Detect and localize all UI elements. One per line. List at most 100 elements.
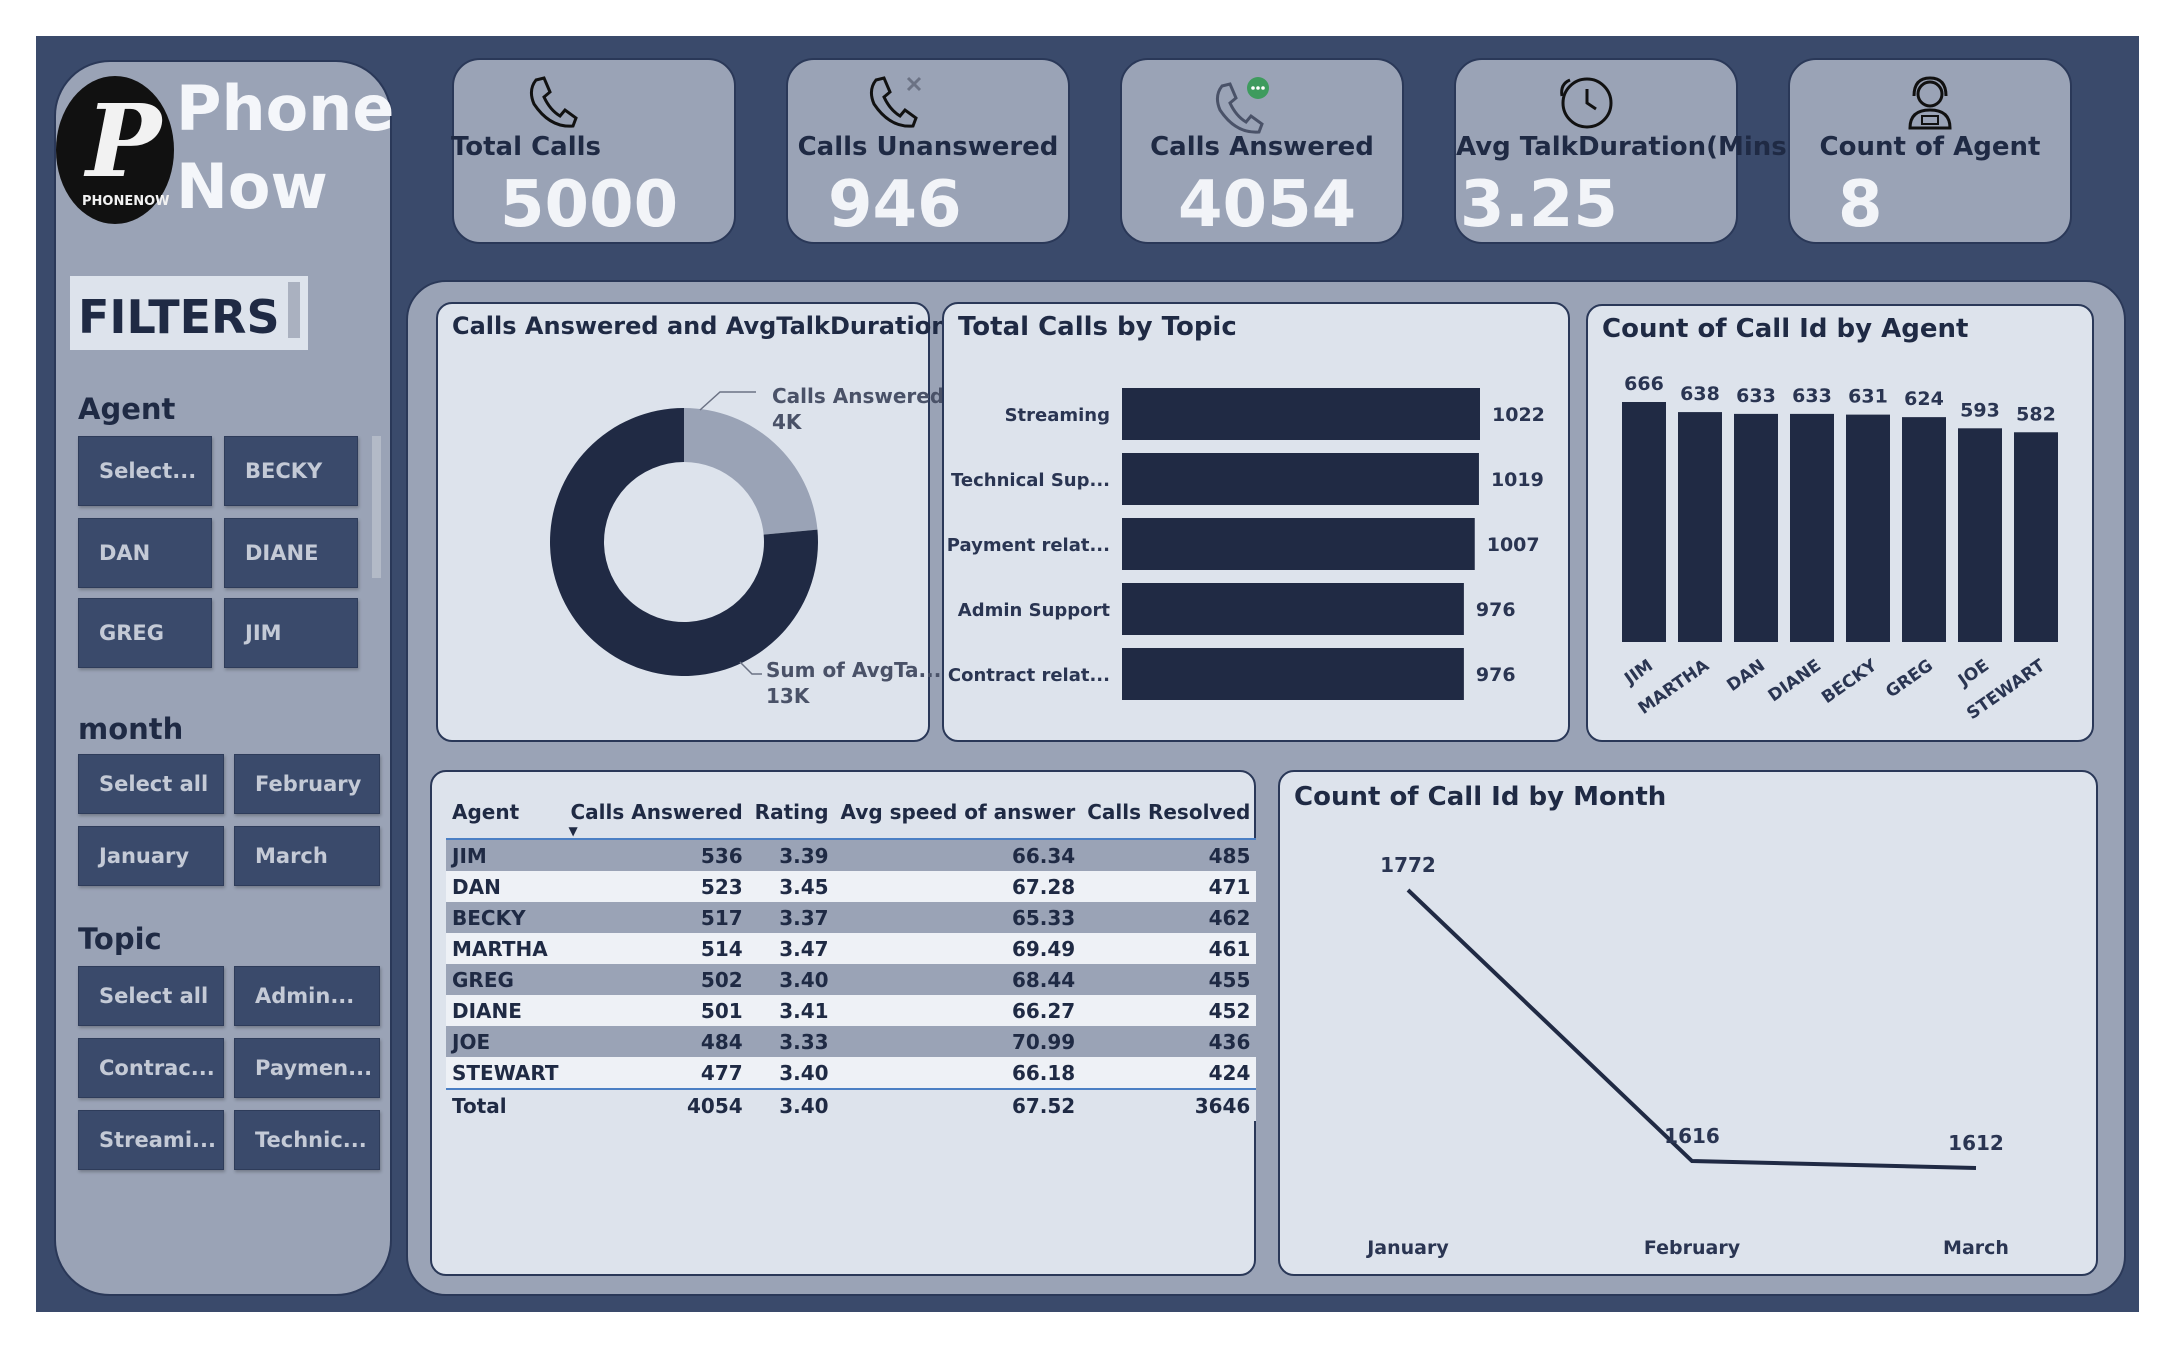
cell-agent: JOE bbox=[446, 1026, 565, 1057]
agent-option-becky[interactable]: BECKY bbox=[224, 436, 358, 506]
cell-agent: STEWART bbox=[446, 1057, 565, 1089]
cell-total-rating: 3.40 bbox=[748, 1088, 835, 1121]
topic-chart-panel[interactable]: Total Calls by Topic Streaming 1022 Techni… bbox=[942, 302, 1570, 742]
logo-letter: P bbox=[86, 82, 162, 200]
agent-bar bbox=[1790, 413, 1834, 642]
cell-rating: 3.33 bbox=[748, 1026, 835, 1057]
cell-calls-answered: 517 bbox=[564, 902, 749, 933]
month-category-label: January bbox=[1365, 1237, 1449, 1259]
agent-option-diane[interactable]: DIANE bbox=[224, 518, 358, 588]
cell-calls-answered: 502 bbox=[564, 964, 749, 995]
agent-category-label: JOE bbox=[1954, 656, 1993, 692]
table-row[interactable]: MARTHA 514 3.47 69.49 461 bbox=[446, 933, 1257, 964]
table-row[interactable]: BECKY 517 3.37 65.33 462 bbox=[446, 902, 1257, 933]
sort-descending-icon[interactable]: ▼ bbox=[568, 824, 578, 838]
month-data-label: 1616 bbox=[1664, 1124, 1720, 1148]
col-header-rating[interactable]: Rating bbox=[754, 800, 829, 824]
agent-category-label: DAN bbox=[1723, 656, 1768, 696]
cell-total-calls-resolved: 3646 bbox=[1081, 1088, 1257, 1121]
topic-option-technical[interactable]: Technic... bbox=[234, 1110, 380, 1170]
agent-data-label: 631 bbox=[1848, 386, 1888, 408]
table-row[interactable]: STEWART 477 3.40 66.18 424 bbox=[446, 1057, 1257, 1089]
agent-bar bbox=[2014, 432, 2058, 642]
topic-option-contract[interactable]: Contrac... bbox=[78, 1038, 224, 1098]
brand-line2: Now bbox=[176, 150, 328, 223]
kpi-title: Calls Unanswered bbox=[797, 132, 1059, 162]
agent-option-greg[interactable]: GREG bbox=[78, 598, 212, 668]
table-row[interactable]: DAN 523 3.45 67.28 471 bbox=[446, 871, 1257, 902]
table-row[interactable]: JOE 484 3.33 70.99 436 bbox=[446, 1026, 1257, 1057]
agent-category-label: GREG bbox=[1882, 656, 1937, 703]
agent-category-label: DIANE bbox=[1765, 656, 1825, 706]
col-header-agent[interactable]: Agent bbox=[452, 800, 520, 824]
agent-data-label: 638 bbox=[1680, 383, 1720, 405]
agent-bar bbox=[1958, 428, 2002, 642]
agent-option-dan[interactable]: DAN bbox=[78, 518, 212, 588]
logo-small-text: PHONENOW bbox=[82, 194, 170, 209]
cell-rating: 3.41 bbox=[748, 995, 835, 1026]
kpi-count-of-agent: Count of Agent 8 bbox=[1788, 58, 2072, 244]
cell-calls-resolved: 485 bbox=[1081, 838, 1257, 871]
agent-table-panel[interactable]: Agent Calls Answered ▼ Rating Avg speed o… bbox=[430, 770, 1257, 1276]
month-option-january[interactable]: January bbox=[78, 826, 224, 886]
agent-filter-scrollbar[interactable] bbox=[372, 436, 381, 578]
topic-option-select-all[interactable]: Select all bbox=[78, 966, 224, 1026]
kpi-value: 8 bbox=[1838, 168, 1883, 242]
agent-bar bbox=[1734, 413, 1778, 642]
donut-label-b-value: 13K bbox=[766, 684, 810, 708]
agent-bar bbox=[1846, 414, 1890, 642]
agent-option-select[interactable]: Select... bbox=[78, 436, 212, 506]
agent-table: Agent Calls Answered ▼ Rating Avg speed o… bbox=[446, 786, 1257, 1121]
topic-bar bbox=[1122, 583, 1464, 635]
cell-rating: 3.45 bbox=[748, 871, 835, 902]
donut-leader-line bbox=[739, 661, 762, 675]
kpi-value: 4054 bbox=[1178, 168, 1357, 242]
agent-bar bbox=[1678, 412, 1722, 642]
topic-filter-label: Topic bbox=[78, 922, 162, 956]
brand-logo: P PHONENOW bbox=[56, 76, 174, 224]
topic-data-label: 976 bbox=[1476, 664, 1516, 686]
donut-slice bbox=[550, 408, 818, 676]
table-row[interactable]: GREG 502 3.40 68.44 455 bbox=[446, 964, 1257, 995]
donut-slice bbox=[684, 408, 818, 535]
table-row[interactable]: JIM 536 3.39 66.34 485 bbox=[446, 838, 1257, 871]
col-header-calls-resolved[interactable]: Calls Resolved bbox=[1087, 800, 1251, 824]
topic-data-label: 976 bbox=[1476, 599, 1516, 621]
cell-calls-resolved: 436 bbox=[1081, 1026, 1257, 1057]
agent-option-jim[interactable]: JIM bbox=[224, 598, 358, 668]
cell-avg-speed: 65.33 bbox=[834, 902, 1082, 933]
agent-chart-panel[interactable]: Count of Call Id by Agent 666 JIM 638 MARTH… bbox=[1586, 304, 2094, 742]
month-option-select-all[interactable]: Select all bbox=[78, 754, 224, 814]
month-chart-panel[interactable]: Count of Call Id by Month 1772 January 161… bbox=[1278, 770, 2098, 1276]
cell-avg-speed: 68.44 bbox=[834, 964, 1082, 995]
phone-icon bbox=[529, 76, 578, 128]
cell-rating: 3.40 bbox=[748, 964, 835, 995]
col-header-calls-answered[interactable]: Calls Answered ▼ bbox=[565, 786, 749, 839]
month-option-february[interactable]: February bbox=[234, 754, 380, 814]
col-header-avg-speed[interactable]: Avg speed of answer bbox=[840, 800, 1076, 824]
cell-calls-resolved: 461 bbox=[1081, 933, 1257, 964]
topic-option-admin[interactable]: Admin... bbox=[234, 966, 380, 1026]
cell-calls-resolved: 424 bbox=[1081, 1057, 1257, 1089]
cell-rating: 3.39 bbox=[748, 838, 835, 871]
agent-category-label: JIM bbox=[1620, 656, 1657, 690]
topic-data-label: 1007 bbox=[1487, 534, 1540, 556]
phone-clock-icon bbox=[1560, 77, 1613, 129]
kpi-total-calls: Total Calls 5000 bbox=[451, 58, 736, 244]
cell-avg-speed: 69.49 bbox=[834, 933, 1082, 964]
agent-bar-chart: 666JIM638MARTHA633DAN633DIANE631BECKY624… bbox=[1620, 373, 2058, 724]
month-option-march[interactable]: March bbox=[234, 826, 380, 886]
donut-panel[interactable]: Calls Answered and AvgTalkDuration Calls… bbox=[436, 302, 948, 742]
cell-total-calls-answered: 4054 bbox=[564, 1088, 749, 1121]
kpi-value: 946 bbox=[828, 168, 962, 242]
brand-line1: Phone bbox=[176, 72, 395, 145]
cell-agent: JIM bbox=[446, 838, 565, 871]
topic-option-payment[interactable]: Paymen... bbox=[234, 1038, 380, 1098]
donut-label-a-name: Calls Answered bbox=[772, 384, 945, 408]
table-row[interactable]: DIANE 501 3.41 66.27 452 bbox=[446, 995, 1257, 1026]
topic-category-label: Contract relat... bbox=[948, 665, 1110, 686]
cell-rating: 3.47 bbox=[748, 933, 835, 964]
topic-option-streaming[interactable]: Streami... bbox=[78, 1110, 224, 1170]
month-data-label: 1612 bbox=[1948, 1131, 2004, 1155]
cell-calls-resolved: 462 bbox=[1081, 902, 1257, 933]
